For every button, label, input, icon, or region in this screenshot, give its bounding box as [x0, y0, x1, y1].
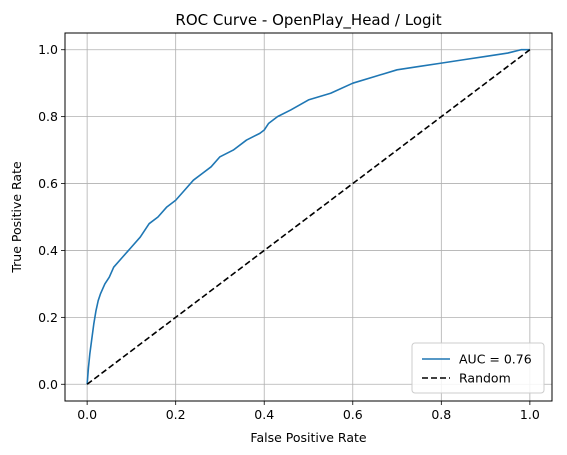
y-tick-label: 0.8 — [38, 109, 58, 124]
x-tick-label: 0.6 — [343, 407, 363, 422]
plot-area — [86, 48, 531, 385]
chart-title: ROC Curve - OpenPlay_Head / Logit — [175, 11, 441, 30]
y-tick-label: 0.4 — [38, 243, 58, 258]
x-axis-label: False Positive Rate — [250, 430, 366, 445]
grid-lines — [65, 33, 552, 401]
legend: AUC = 0.76 Random — [411, 342, 545, 394]
legend-label: AUC = 0.76 — [459, 352, 532, 367]
axis-ticks: 0.0 0.2 0.4 0.6 0.8 1.0 0.0 0.2 0.4 0.6 0.8 1.0 — [38, 42, 540, 422]
legend-label: Random — [459, 371, 511, 386]
legend-box — [411, 342, 545, 394]
roc-curve-line — [86, 48, 530, 385]
y-tick-label: 0.6 — [38, 176, 58, 191]
x-tick-label: 0.2 — [166, 407, 186, 422]
y-tick-label: 1.0 — [38, 42, 58, 57]
x-tick-label: 0.0 — [77, 407, 97, 422]
x-tick-label: 1.0 — [520, 407, 540, 422]
plot-frame — [64, 32, 553, 402]
x-tick-label: 0.8 — [431, 407, 451, 422]
y-axis-label: True Positive Rate — [9, 161, 24, 274]
y-tick-label: 0.2 — [38, 310, 58, 325]
random-baseline-line — [86, 49, 531, 385]
y-tick-label: 0.0 — [38, 377, 58, 392]
x-tick-label: 0.4 — [254, 407, 274, 422]
